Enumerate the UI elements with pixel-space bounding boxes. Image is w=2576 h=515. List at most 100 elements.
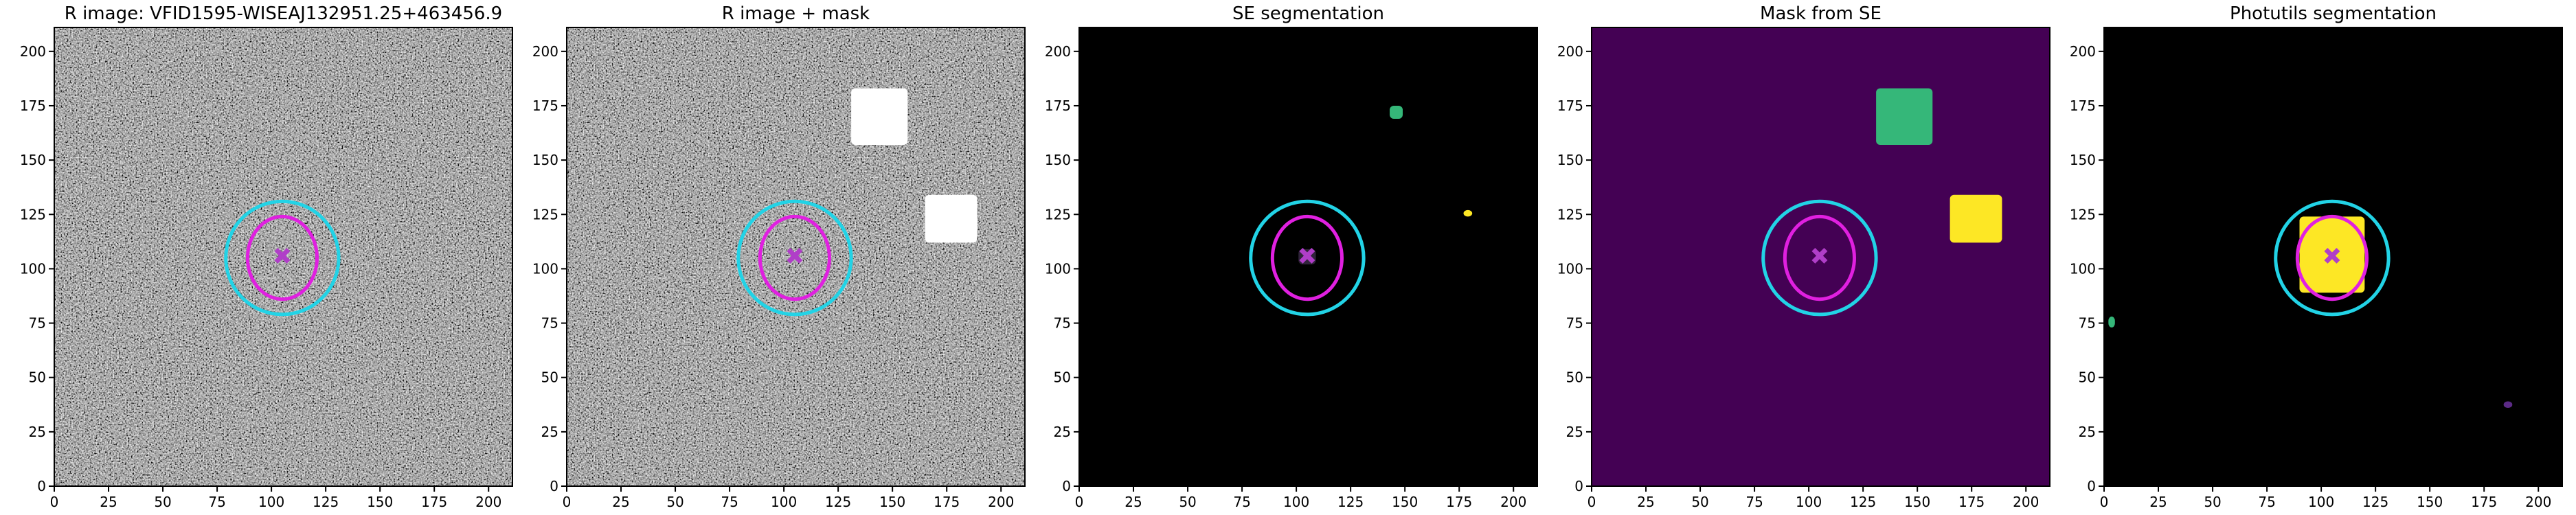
y-tick-label: 0 — [550, 478, 558, 494]
aperture-ellipse — [1761, 199, 1878, 317]
x-tick-label: 100 — [1283, 494, 1309, 510]
aperture-ellipse — [736, 199, 853, 317]
x-tick-label: 175 — [2471, 494, 2497, 510]
y-tick-label: 25 — [29, 424, 46, 440]
panel: SE segmentation 0 25 50 75 100 125 150 175 200 0 25… — [1045, 3, 1538, 510]
x-tick-label: 150 — [1392, 494, 1418, 510]
y-tick-label: 50 — [1566, 369, 1583, 386]
panel-title: R image + mask — [722, 3, 870, 24]
y-tick-label: 100 — [20, 260, 46, 277]
x-tick-label: 100 — [258, 494, 284, 510]
panel: Mask from SE 0 25 50 75 100 125 150 175 200 0 25 50 7… — [1557, 3, 2050, 510]
center-marker — [1299, 247, 1315, 264]
aperture-ellipse — [1270, 214, 1344, 301]
x-tick-label: 125 — [825, 494, 851, 510]
y-tick-label: 0 — [1062, 478, 1071, 494]
x-tick-label: 100 — [2308, 494, 2334, 510]
region — [1876, 88, 1933, 145]
x-tick-label: 0 — [2100, 494, 2109, 510]
y-tick-label: 50 — [29, 369, 46, 386]
panel-title: Mask from SE — [1760, 3, 1882, 24]
y-tick-label: 150 — [1557, 152, 1583, 168]
center-marker — [1811, 247, 1828, 264]
y-tick-label: 200 — [20, 43, 46, 60]
aperture-ellipse — [2295, 214, 2369, 301]
axes-frame — [1591, 27, 2050, 487]
x-tick-label: 150 — [1904, 494, 1930, 510]
x-tick-label: 175 — [934, 494, 960, 510]
panel-title: R image: VFID1595-WISEAJ132951.25+463456… — [65, 3, 502, 24]
y-tick-label: 100 — [532, 260, 558, 277]
center-marker — [787, 247, 803, 264]
image-area — [1592, 27, 2050, 486]
x-tick-label: 75 — [1233, 494, 1250, 510]
center-marker — [2324, 247, 2340, 264]
y-tick-label: 150 — [532, 152, 558, 168]
y-tick-label: 125 — [1045, 206, 1071, 222]
y-tick-label: 175 — [2070, 98, 2096, 114]
panel-title: SE segmentation — [1232, 3, 1384, 24]
x-tick-label: 150 — [2417, 494, 2443, 510]
y-tick-label: 75 — [541, 315, 558, 332]
y-tick-label: 0 — [1574, 478, 1583, 494]
axes-frame — [566, 27, 1026, 487]
aperture-ellipse — [1783, 214, 1856, 301]
x-tick-label: 50 — [154, 494, 171, 510]
x-tick-label: 0 — [563, 494, 572, 510]
x-tick-label: 150 — [879, 494, 905, 510]
y-tick-label: 125 — [2070, 206, 2096, 222]
x-tick-label: 75 — [1745, 494, 1763, 510]
x-tick-label: 0 — [1075, 494, 1084, 510]
y-tick-label: 50 — [1054, 369, 1071, 386]
x-tick-label: 150 — [367, 494, 393, 510]
y-tick-label: 50 — [2079, 369, 2096, 386]
y-tick-label: 175 — [1045, 98, 1071, 114]
y-tick-label: 150 — [2070, 152, 2096, 168]
y-tick-label: 175 — [20, 98, 46, 114]
x-tick-label: 125 — [313, 494, 339, 510]
x-tick-label: 200 — [988, 494, 1014, 510]
x-tick-label: 25 — [2149, 494, 2167, 510]
image-area — [567, 27, 1025, 486]
y-tick-label: 75 — [1566, 315, 1583, 332]
x-tick-label: 125 — [1337, 494, 1364, 510]
x-tick-label: 50 — [2204, 494, 2221, 510]
y-tick-label: 175 — [1557, 98, 1583, 114]
y-tick-label: 150 — [20, 152, 46, 168]
y-tick-label: 25 — [1566, 424, 1583, 440]
x-tick-label: 25 — [100, 494, 117, 510]
x-tick-label: 100 — [1796, 494, 1822, 510]
center-marker — [274, 247, 291, 264]
x-tick-label: 125 — [2362, 494, 2388, 510]
x-tick-label: 25 — [1125, 494, 1142, 510]
x-tick-label: 175 — [421, 494, 447, 510]
x-tick-label: 125 — [1850, 494, 1876, 510]
y-tick-label: 125 — [20, 206, 46, 222]
x-tick-label: 200 — [475, 494, 501, 510]
region — [925, 194, 978, 243]
x-tick-label: 75 — [721, 494, 738, 510]
x-tick-label: 200 — [2525, 494, 2551, 510]
region — [1390, 105, 1403, 119]
x-tick-label: 50 — [1179, 494, 1196, 510]
y-tick-label: 25 — [1054, 424, 1071, 440]
y-tick-label: 125 — [1557, 206, 1583, 222]
image-area — [1079, 27, 1537, 486]
y-tick-label: 100 — [1557, 260, 1583, 277]
y-tick-label: 25 — [2079, 424, 2096, 440]
y-tick-label: 175 — [532, 98, 558, 114]
axes-frame — [2103, 27, 2563, 487]
y-tick-label: 0 — [37, 478, 46, 494]
x-tick-label: 0 — [1588, 494, 1596, 510]
x-tick-label: 200 — [2013, 494, 2039, 510]
y-tick-label: 200 — [532, 43, 558, 60]
y-tick-label: 125 — [532, 206, 558, 222]
y-tick-label: 200 — [1045, 43, 1071, 60]
y-tick-label: 75 — [29, 315, 46, 332]
aperture-ellipse — [224, 199, 341, 317]
x-tick-label: 75 — [2258, 494, 2275, 510]
aperture-ellipse — [1249, 199, 1366, 317]
y-tick-label: 150 — [1045, 152, 1071, 168]
y-tick-label: 25 — [541, 424, 558, 440]
